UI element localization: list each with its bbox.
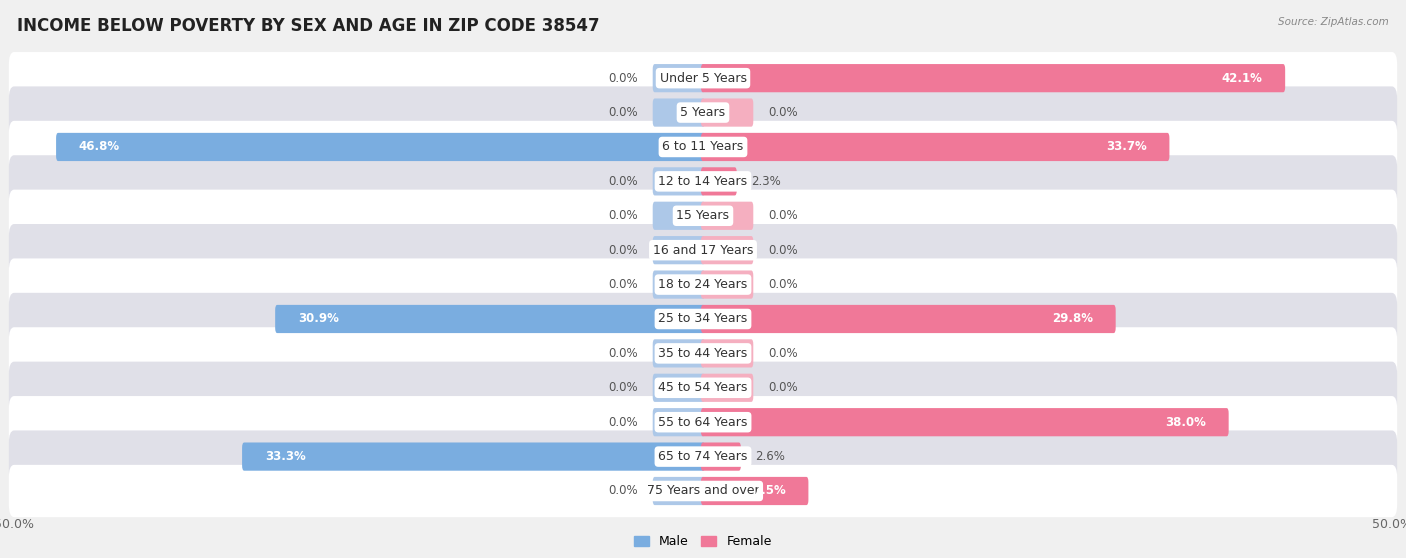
FancyBboxPatch shape	[702, 133, 1170, 161]
FancyBboxPatch shape	[652, 271, 704, 299]
FancyBboxPatch shape	[652, 167, 704, 195]
Text: 0.0%: 0.0%	[609, 175, 638, 188]
FancyBboxPatch shape	[652, 339, 704, 368]
Text: 0.0%: 0.0%	[609, 278, 638, 291]
FancyBboxPatch shape	[702, 339, 754, 368]
Text: 0.0%: 0.0%	[609, 347, 638, 360]
Text: INCOME BELOW POVERTY BY SEX AND AGE IN ZIP CODE 38547: INCOME BELOW POVERTY BY SEX AND AGE IN Z…	[17, 17, 599, 35]
Text: 25 to 34 Years: 25 to 34 Years	[658, 312, 748, 325]
Text: 18 to 24 Years: 18 to 24 Years	[658, 278, 748, 291]
Text: 30.9%: 30.9%	[298, 312, 339, 325]
FancyBboxPatch shape	[652, 64, 704, 92]
Text: Under 5 Years: Under 5 Years	[659, 71, 747, 85]
Text: 0.0%: 0.0%	[609, 209, 638, 222]
FancyBboxPatch shape	[702, 64, 1285, 92]
FancyBboxPatch shape	[8, 121, 1398, 173]
Text: 0.0%: 0.0%	[768, 106, 797, 119]
FancyBboxPatch shape	[8, 224, 1398, 276]
Text: 33.3%: 33.3%	[264, 450, 305, 463]
Text: 5 Years: 5 Years	[681, 106, 725, 119]
Text: 46.8%: 46.8%	[79, 141, 120, 153]
FancyBboxPatch shape	[8, 430, 1398, 483]
FancyBboxPatch shape	[8, 52, 1398, 104]
Text: 0.0%: 0.0%	[768, 278, 797, 291]
Text: 15 Years: 15 Years	[676, 209, 730, 222]
Text: 0.0%: 0.0%	[768, 381, 797, 395]
Text: 55 to 64 Years: 55 to 64 Years	[658, 416, 748, 429]
Text: 2.3%: 2.3%	[751, 175, 780, 188]
FancyBboxPatch shape	[8, 327, 1398, 379]
FancyBboxPatch shape	[702, 236, 754, 264]
FancyBboxPatch shape	[8, 293, 1398, 345]
Text: 65 to 74 Years: 65 to 74 Years	[658, 450, 748, 463]
FancyBboxPatch shape	[702, 442, 741, 471]
Legend: Male, Female: Male, Female	[634, 535, 772, 549]
Text: 0.0%: 0.0%	[768, 209, 797, 222]
Text: 7.5%: 7.5%	[754, 484, 786, 498]
FancyBboxPatch shape	[702, 201, 754, 230]
FancyBboxPatch shape	[702, 477, 808, 505]
FancyBboxPatch shape	[702, 271, 754, 299]
Text: 0.0%: 0.0%	[609, 416, 638, 429]
FancyBboxPatch shape	[242, 442, 704, 471]
FancyBboxPatch shape	[702, 167, 737, 195]
Text: 75 Years and over: 75 Years and over	[647, 484, 759, 498]
FancyBboxPatch shape	[56, 133, 704, 161]
FancyBboxPatch shape	[702, 408, 1229, 436]
FancyBboxPatch shape	[702, 374, 754, 402]
FancyBboxPatch shape	[702, 305, 1116, 333]
Text: 0.0%: 0.0%	[609, 484, 638, 498]
Text: 38.0%: 38.0%	[1166, 416, 1206, 429]
Text: 0.0%: 0.0%	[609, 381, 638, 395]
FancyBboxPatch shape	[652, 98, 704, 127]
FancyBboxPatch shape	[8, 86, 1398, 139]
FancyBboxPatch shape	[652, 477, 704, 505]
FancyBboxPatch shape	[8, 258, 1398, 311]
FancyBboxPatch shape	[8, 155, 1398, 208]
Text: 6 to 11 Years: 6 to 11 Years	[662, 141, 744, 153]
Text: 12 to 14 Years: 12 to 14 Years	[658, 175, 748, 188]
Text: 0.0%: 0.0%	[609, 244, 638, 257]
FancyBboxPatch shape	[652, 236, 704, 264]
Text: 0.0%: 0.0%	[768, 244, 797, 257]
FancyBboxPatch shape	[652, 201, 704, 230]
FancyBboxPatch shape	[8, 465, 1398, 517]
FancyBboxPatch shape	[276, 305, 704, 333]
Text: 35 to 44 Years: 35 to 44 Years	[658, 347, 748, 360]
FancyBboxPatch shape	[702, 98, 754, 127]
FancyBboxPatch shape	[8, 362, 1398, 414]
Text: Source: ZipAtlas.com: Source: ZipAtlas.com	[1278, 17, 1389, 27]
Text: 42.1%: 42.1%	[1222, 71, 1263, 85]
Text: 2.6%: 2.6%	[755, 450, 785, 463]
Text: 45 to 54 Years: 45 to 54 Years	[658, 381, 748, 395]
Text: 0.0%: 0.0%	[609, 71, 638, 85]
FancyBboxPatch shape	[8, 396, 1398, 448]
Text: 33.7%: 33.7%	[1107, 141, 1147, 153]
Text: 29.8%: 29.8%	[1052, 312, 1092, 325]
FancyBboxPatch shape	[8, 190, 1398, 242]
Text: 16 and 17 Years: 16 and 17 Years	[652, 244, 754, 257]
FancyBboxPatch shape	[652, 408, 704, 436]
Text: 0.0%: 0.0%	[768, 347, 797, 360]
FancyBboxPatch shape	[652, 374, 704, 402]
Text: 0.0%: 0.0%	[609, 106, 638, 119]
